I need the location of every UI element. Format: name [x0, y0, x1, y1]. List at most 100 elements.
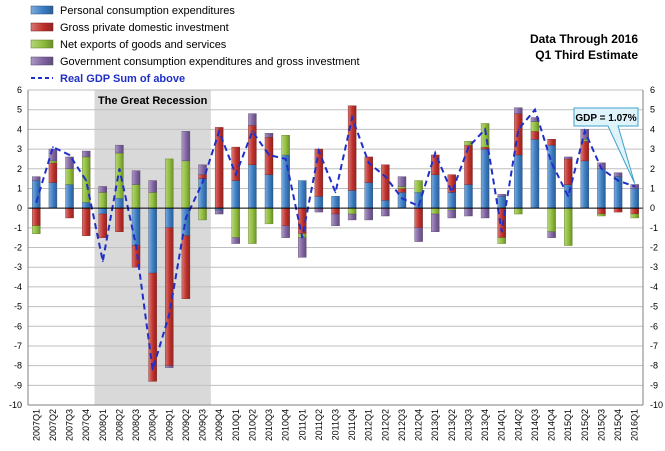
bar-2009Q2-series-1 — [181, 235, 191, 299]
bar-2010Q2-series-0 — [248, 164, 257, 209]
y-tick-left: -1 — [14, 223, 22, 233]
bar-2014Q2-series-2 — [514, 207, 523, 215]
x-tick-label: 2010Q4 — [281, 409, 291, 441]
y-tick-right: -2 — [650, 243, 658, 253]
bar-2007Q2-series-1 — [48, 162, 58, 183]
bar-2008Q3-series-2 — [131, 184, 141, 209]
y-tick-left: 1 — [17, 183, 22, 193]
bar-2010Q4-series-3 — [281, 225, 290, 238]
gdp-point-2015Q3 — [600, 167, 603, 170]
bar-2013Q2-series-0 — [447, 192, 457, 209]
recession-label: The Great Recession — [98, 95, 208, 107]
x-tick-label: 2008Q3 — [131, 409, 141, 441]
bar-2011Q3-series-1 — [331, 207, 340, 215]
bar-2015Q4-series-3 — [613, 172, 623, 177]
legend-swatch-2 — [30, 39, 54, 49]
bar-2009Q3-series-2 — [198, 207, 207, 221]
y-tick-right: 0 — [650, 203, 655, 213]
gdp-point-2015Q1 — [567, 195, 569, 198]
gdp-point-2007Q4 — [85, 179, 87, 182]
callout-box — [573, 107, 639, 184]
y-tick-left: 0 — [17, 203, 22, 213]
x-tick-label: 2015Q2 — [580, 409, 590, 441]
bar-2013Q3-series-0 — [464, 184, 473, 209]
bar-2012Q4-series-1 — [414, 207, 423, 229]
bar-2008Q1-series-1 — [98, 213, 108, 238]
bar-2012Q1-series-3 — [364, 207, 373, 221]
gdp-point-2010Q4 — [284, 158, 287, 160]
bar-2008Q2-series-1 — [115, 207, 124, 232]
gdp-point-2016Q1 — [633, 185, 636, 188]
bar-2015Q1-series-1 — [564, 158, 573, 185]
gdp-point-2010Q2 — [251, 130, 254, 133]
bar-2015Q1-series-3 — [564, 156, 573, 160]
bar-2014Q3-series-1 — [530, 131, 540, 140]
y-tick-left: -9 — [14, 380, 22, 390]
x-tick-label: 2013Q2 — [447, 409, 457, 441]
x-tick-label: 2009Q2 — [181, 409, 191, 441]
x-tick-label: 2014Q2 — [513, 409, 523, 441]
gdp-point-2009Q3 — [201, 181, 204, 184]
x-tick-label: 2007Q2 — [48, 409, 58, 441]
y-tick-right: -8 — [650, 361, 658, 371]
y-tick-left: -5 — [14, 302, 22, 312]
bar-2011Q4-series-2 — [347, 207, 357, 215]
gdp-point-2008Q1 — [102, 260, 104, 263]
gdp-point-2010Q1 — [234, 173, 237, 176]
gdp-point-2007Q3 — [68, 154, 71, 156]
bar-2010Q2-series-2 — [248, 207, 257, 244]
bar-2014Q1-series-0 — [497, 196, 506, 209]
y-tick-left: -6 — [14, 321, 22, 331]
bar-2008Q4-series-3 — [148, 180, 157, 193]
x-tick-label: 2009Q1 — [164, 409, 174, 441]
data-note: Data Through 2016 Q1 Third Estimate — [530, 32, 638, 62]
bar-2011Q4-series-0 — [347, 190, 357, 209]
bar-2010Q4-series-2 — [281, 135, 290, 156]
bar-2014Q4-series-3 — [547, 231, 556, 238]
x-tick-label: 2010Q2 — [247, 409, 257, 441]
x-tick-label: 2008Q2 — [114, 409, 124, 441]
bar-2008Q3-series-0 — [131, 207, 141, 246]
bar-2015Q2-series-0 — [580, 160, 590, 209]
bar-2007Q1-series-0 — [32, 180, 41, 209]
gdp-point-2009Q4 — [218, 130, 220, 133]
gdp-point-2012Q3 — [401, 197, 403, 200]
x-tick-label: 2012Q2 — [380, 409, 390, 441]
bar-2008Q1-series-3 — [98, 186, 108, 193]
bar-2008Q2-series-0 — [115, 198, 124, 209]
bar-2014Q1-series-3 — [497, 194, 506, 197]
bar-2010Q1-series-2 — [231, 207, 240, 238]
gdp-point-2009Q2 — [185, 217, 187, 219]
bar-2012Q2-series-0 — [381, 200, 390, 209]
bar-2016Q1-series-1 — [630, 207, 639, 215]
y-tick-right: 1 — [650, 183, 655, 193]
bar-2009Q1-series-3 — [165, 365, 174, 368]
note-line-1: Q1 Third Estimate — [535, 48, 638, 62]
y-tick-left: -10 — [9, 400, 22, 410]
bar-2013Q2-series-3 — [447, 209, 457, 219]
bar-2010Q1-series-0 — [231, 180, 240, 209]
bar-2007Q3-series-2 — [65, 168, 74, 185]
bar-2011Q1-series-3 — [298, 237, 307, 258]
x-tick-label: 2014Q4 — [547, 409, 557, 441]
x-tick-label: 2013Q1 — [430, 409, 440, 441]
x-tick-label: 2015Q4 — [613, 409, 623, 441]
bar-2009Q1-series-2 — [165, 158, 174, 209]
bar-2007Q1-series-1 — [32, 207, 41, 227]
bar-2014Q2-series-0 — [514, 154, 523, 209]
x-tick-label: 2012Q1 — [364, 409, 374, 441]
y-tick-right: 5 — [650, 105, 655, 115]
gdp-point-2009Q1 — [168, 313, 171, 316]
gdp-point-2013Q2 — [451, 191, 453, 194]
legend-label-2: Net exports of goods and services — [60, 39, 227, 51]
bar-2011Q4-series-1 — [347, 105, 357, 191]
bar-2011Q2-series-1 — [314, 148, 324, 197]
x-tick-label: 2011Q1 — [297, 409, 307, 440]
callout-text: GDP = 1.07% — [575, 113, 636, 124]
x-tick-label: 2008Q1 — [98, 409, 108, 441]
bar-2013Q1-series-2 — [431, 207, 440, 215]
bar-2015Q3-series-1 — [597, 207, 606, 215]
y-tick-right: 6 — [650, 85, 655, 95]
bar-2014Q2-series-3 — [514, 107, 523, 114]
